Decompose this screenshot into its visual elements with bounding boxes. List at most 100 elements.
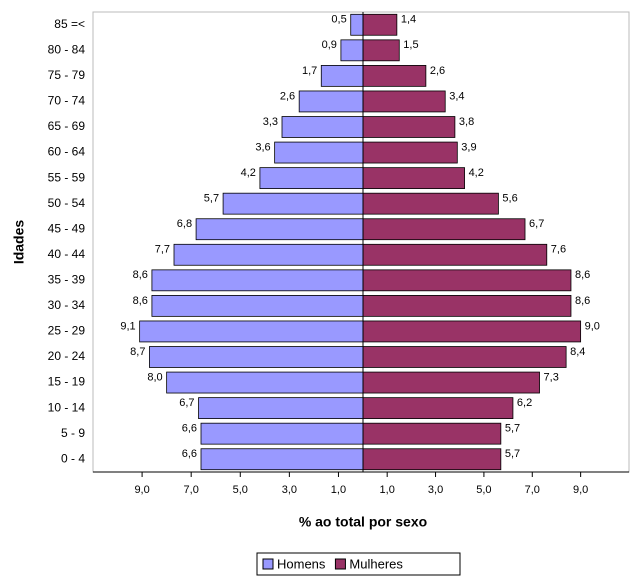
bar bbox=[362, 90, 446, 113]
x-tick-label: 3,0 bbox=[428, 484, 443, 496]
y-tick-label: 20 - 24 bbox=[48, 349, 86, 363]
y-tick-label: 30 - 34 bbox=[48, 298, 86, 312]
value-label: 8,6 bbox=[575, 295, 590, 307]
bar bbox=[340, 39, 364, 62]
value-label: 6,6 bbox=[182, 448, 197, 460]
value-label: 3,9 bbox=[461, 141, 476, 153]
y-tick-label: 45 - 49 bbox=[48, 221, 86, 235]
x-tick-label: 1,0 bbox=[380, 484, 395, 496]
y-tick-label: 35 - 39 bbox=[48, 273, 86, 287]
bar bbox=[362, 269, 572, 292]
value-label: 9,1 bbox=[120, 320, 135, 332]
value-label: 3,3 bbox=[263, 116, 278, 128]
y-tick-label: 15 - 19 bbox=[48, 375, 86, 389]
y-tick-label: 55 - 59 bbox=[48, 170, 86, 184]
bar bbox=[222, 192, 364, 215]
value-label: 8,6 bbox=[575, 269, 590, 281]
bar bbox=[151, 269, 364, 292]
bar bbox=[195, 218, 364, 241]
bar bbox=[259, 167, 364, 189]
bar bbox=[139, 320, 364, 343]
bar bbox=[362, 243, 548, 266]
value-label: 4,2 bbox=[241, 167, 256, 179]
bar bbox=[274, 141, 364, 164]
bar bbox=[362, 141, 458, 164]
bar bbox=[350, 13, 364, 36]
y-tick-label: 80 - 84 bbox=[48, 43, 86, 57]
legend-swatch bbox=[262, 558, 274, 570]
bar bbox=[362, 397, 514, 419]
bar bbox=[298, 90, 364, 113]
value-label: 4,2 bbox=[469, 167, 484, 179]
legend-label: Homens bbox=[277, 556, 326, 571]
x-tick-label: 9,0 bbox=[134, 484, 149, 496]
value-label: 7,6 bbox=[551, 244, 566, 256]
value-label: 7,7 bbox=[155, 244, 170, 256]
bar bbox=[166, 371, 364, 394]
bar bbox=[281, 116, 364, 138]
bar bbox=[198, 397, 364, 419]
bar bbox=[173, 243, 364, 266]
value-label: 5,7 bbox=[505, 423, 520, 435]
value-label: 3,4 bbox=[449, 90, 464, 102]
y-tick-label: 70 - 74 bbox=[48, 94, 86, 108]
bar bbox=[362, 320, 582, 343]
legend-box bbox=[256, 552, 461, 576]
value-label: 1,4 bbox=[401, 14, 416, 26]
value-label: 5,7 bbox=[505, 448, 520, 460]
value-label: 1,5 bbox=[403, 39, 418, 51]
bar bbox=[362, 13, 398, 36]
legend-label: Mulheres bbox=[349, 556, 403, 571]
value-label: 6,7 bbox=[179, 397, 194, 409]
bar bbox=[362, 65, 427, 87]
y-axis-title: Idades bbox=[11, 220, 27, 265]
bar bbox=[362, 346, 567, 368]
value-label: 1,7 bbox=[302, 65, 317, 77]
bar bbox=[149, 346, 364, 368]
x-tick-label: 1,0 bbox=[331, 484, 346, 496]
bar bbox=[151, 295, 364, 317]
y-tick-label: 0 - 4 bbox=[61, 451, 85, 465]
y-tick-label: 10 - 14 bbox=[48, 400, 86, 414]
value-label: 0,9 bbox=[322, 39, 337, 51]
x-tick-label: 3,0 bbox=[282, 484, 297, 496]
bar bbox=[362, 448, 502, 471]
bar bbox=[362, 295, 572, 317]
x-tick-label: 7,0 bbox=[184, 484, 199, 496]
value-label: 8,6 bbox=[133, 269, 148, 281]
y-tick-label: 85 =< bbox=[54, 17, 85, 31]
x-tick-label: 7,0 bbox=[525, 484, 540, 496]
bar bbox=[362, 371, 540, 394]
value-label: 6,6 bbox=[182, 423, 197, 435]
y-tick-label: 75 - 79 bbox=[48, 68, 86, 82]
bar bbox=[362, 422, 502, 445]
value-label: 8,6 bbox=[133, 295, 148, 307]
value-label: 8,7 bbox=[130, 346, 145, 358]
value-label: 8,4 bbox=[570, 346, 585, 358]
bar bbox=[320, 65, 364, 87]
value-label: 5,7 bbox=[204, 193, 219, 205]
value-label: 3,8 bbox=[459, 116, 474, 128]
y-tick-label: 5 - 9 bbox=[61, 426, 85, 440]
value-label: 2,6 bbox=[280, 90, 295, 102]
value-label: 2,6 bbox=[430, 65, 445, 77]
y-tick-label: 25 - 29 bbox=[48, 324, 86, 338]
value-label: 3,6 bbox=[255, 141, 270, 153]
value-label: 9,0 bbox=[585, 320, 600, 332]
legend-swatch bbox=[334, 558, 346, 570]
y-tick-label: 50 - 54 bbox=[48, 196, 86, 210]
x-tick-label: 5,0 bbox=[233, 484, 248, 496]
value-label: 0,5 bbox=[331, 14, 346, 26]
y-tick-label: 60 - 64 bbox=[48, 145, 86, 159]
bar bbox=[200, 422, 364, 445]
bar bbox=[362, 116, 456, 138]
value-label: 6,8 bbox=[177, 218, 192, 230]
bar bbox=[362, 39, 400, 62]
x-tick-label: 9,0 bbox=[573, 484, 588, 496]
x-axis-title: % ao total por sexo bbox=[299, 514, 427, 530]
value-label: 6,2 bbox=[517, 397, 532, 409]
bar bbox=[362, 218, 526, 241]
bar bbox=[362, 167, 465, 189]
x-tick-label: 5,0 bbox=[476, 484, 491, 496]
